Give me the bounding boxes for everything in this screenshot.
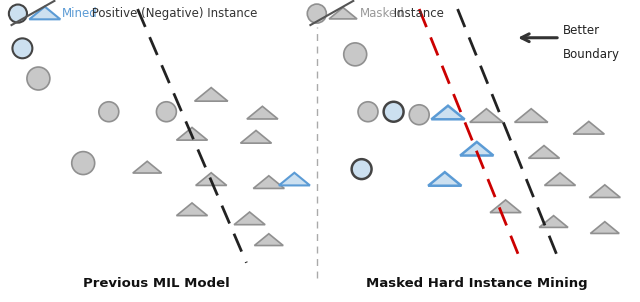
- Ellipse shape: [27, 67, 50, 90]
- Text: Masked: Masked: [360, 7, 404, 20]
- Ellipse shape: [156, 102, 177, 122]
- Ellipse shape: [358, 102, 378, 122]
- Text: Previous MIL Model: Previous MIL Model: [83, 277, 230, 290]
- Ellipse shape: [12, 38, 33, 58]
- Ellipse shape: [72, 152, 95, 175]
- Text: Better: Better: [563, 24, 600, 37]
- Text: Masked Hard Instance Mining: Masked Hard Instance Mining: [366, 277, 588, 290]
- Ellipse shape: [9, 5, 27, 23]
- Ellipse shape: [99, 102, 119, 122]
- Ellipse shape: [307, 4, 326, 23]
- Ellipse shape: [383, 102, 404, 122]
- Text: Mined: Mined: [62, 7, 98, 20]
- Text: Positive (Negative) Instance: Positive (Negative) Instance: [88, 7, 258, 20]
- Text: Instance: Instance: [390, 7, 444, 20]
- Ellipse shape: [344, 43, 367, 66]
- Text: Boundary: Boundary: [563, 48, 620, 61]
- Ellipse shape: [409, 105, 429, 125]
- Ellipse shape: [351, 159, 372, 179]
